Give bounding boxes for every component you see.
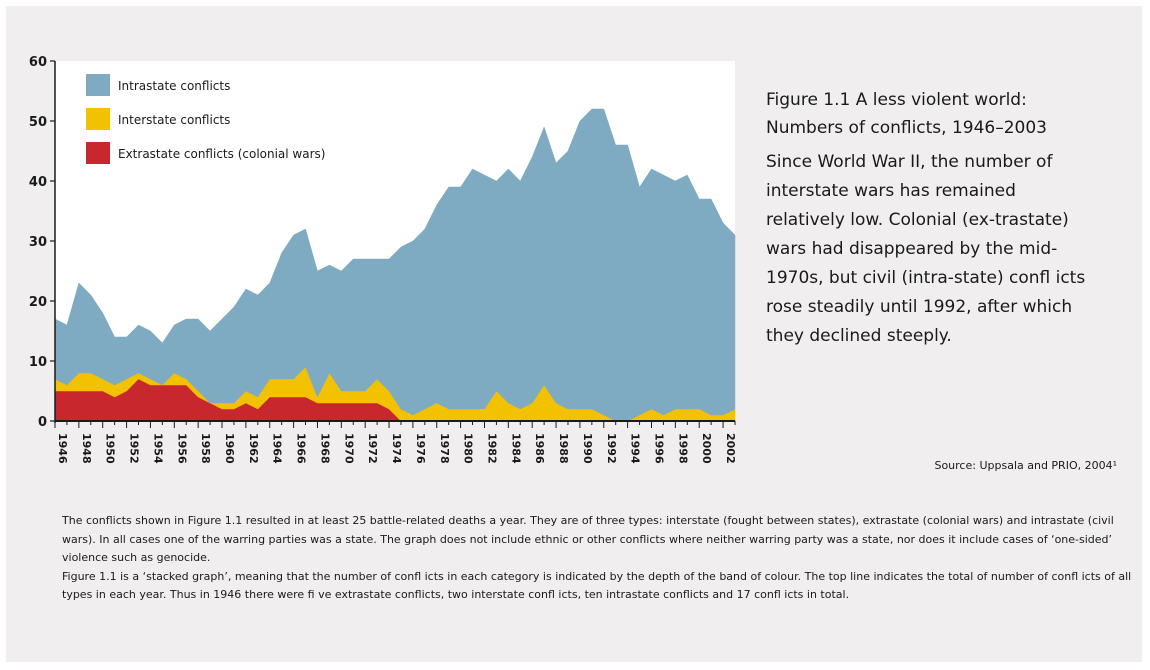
legend-swatch-extrastate <box>86 142 110 164</box>
figure-title-line2: Numbers of conflicts, 1946–2003 <box>766 118 1047 138</box>
figure-title-line1: Figure 1.1 A less violent world: <box>766 90 1027 110</box>
x-tick-label: 2002 <box>724 433 737 464</box>
x-tick-label: 1992 <box>605 433 618 464</box>
y-tick-label: 30 <box>29 235 47 250</box>
x-tick-label: 1964 <box>271 433 284 464</box>
y-tick-label: 50 <box>29 115 47 130</box>
x-tick-label: 1998 <box>676 433 689 464</box>
x-tick-label: 1982 <box>485 433 498 464</box>
legend-label-interstate: Interstate conflicts <box>118 113 230 127</box>
x-tick-label: 1972 <box>366 433 379 464</box>
legend-label-extrastate: Extrastate conflicts (colonial wars) <box>118 147 325 161</box>
y-tick-label: 0 <box>38 415 47 430</box>
x-tick-label: 1996 <box>652 433 665 464</box>
x-tick-label: 1958 <box>199 433 212 464</box>
x-tick-label: 1986 <box>533 433 546 464</box>
y-tick-label: 60 <box>29 55 47 70</box>
x-tick-label: 1954 <box>151 433 164 464</box>
x-tick-label: 1990 <box>581 433 594 464</box>
x-tick-label: 2000 <box>700 433 713 464</box>
x-tick-label: 1950 <box>104 433 117 464</box>
figure-description: Since World War II, the number of inters… <box>766 152 1086 346</box>
x-tick-label: 1952 <box>128 433 141 464</box>
x-tick-label: 1978 <box>438 433 451 464</box>
x-tick-label: 1948 <box>80 433 93 464</box>
x-tick-label: 1946 <box>56 433 69 464</box>
explanatory-notes: The conflicts shown in Figure 1.1 result… <box>62 512 1132 605</box>
x-tick-label: 1962 <box>247 433 260 464</box>
stacked-area-chart: 0 10 20 30 40 50 60 1946 1948 1950 1952 1954 1956 195… <box>29 55 737 464</box>
legend-swatch-interstate <box>86 108 110 130</box>
x-tick-label: 1968 <box>318 433 331 464</box>
x-tick-label: 1976 <box>414 433 427 464</box>
x-tick-label: 1984 <box>509 433 522 464</box>
y-tick-label: 10 <box>29 355 47 370</box>
legend-swatch-intrastate <box>86 74 110 96</box>
x-tick-label: 1960 <box>223 433 236 464</box>
y-tick-label: 20 <box>29 295 47 310</box>
y-tick-label: 40 <box>29 175 47 190</box>
x-tick-label: 1974 <box>390 433 403 464</box>
x-tick-label: 1970 <box>342 433 355 464</box>
source-note: Source: Uppsala and PRIO, 2004¹ <box>934 459 1117 472</box>
x-tick-label: 1988 <box>557 433 570 464</box>
figure-title: Figure 1.1 A less violent world: Numbers… <box>766 86 1126 142</box>
notes-paragraph-1: The conflicts shown in Figure 1.1 result… <box>62 514 1114 564</box>
series-area-intrastate <box>54 108 736 422</box>
x-tick-label: 1966 <box>295 433 308 464</box>
x-tick-label: 1980 <box>462 433 475 464</box>
x-tick-label: 1956 <box>175 433 188 464</box>
legend-label-intrastate: Intrastate conflicts <box>118 79 230 93</box>
notes-paragraph-2: Figure 1.1 is a ‘stacked graph’, meaning… <box>62 569 1132 602</box>
x-tick-label: 1994 <box>629 433 642 464</box>
